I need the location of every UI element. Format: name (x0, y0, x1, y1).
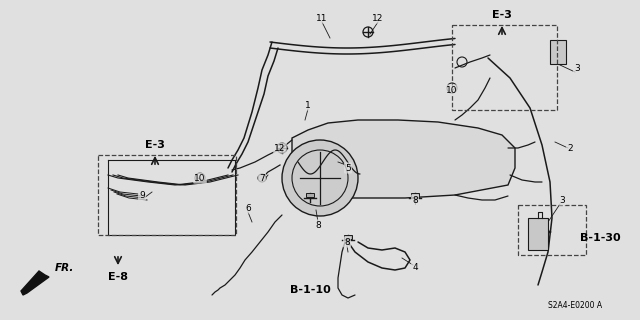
Text: 5: 5 (345, 164, 351, 172)
Text: E-3: E-3 (492, 10, 512, 20)
Text: 12: 12 (372, 13, 384, 22)
Text: 10: 10 (195, 173, 205, 182)
Bar (411, 193, 419, 197)
Text: 7: 7 (259, 173, 265, 182)
Polygon shape (21, 271, 49, 295)
Bar (452, 25, 557, 110)
Bar (528, 218, 548, 250)
Bar (98, 155, 236, 235)
Text: B-1-30: B-1-30 (580, 233, 621, 243)
Text: E-3: E-3 (145, 140, 165, 150)
Text: 3: 3 (574, 63, 580, 73)
Text: E-8: E-8 (108, 272, 128, 282)
Text: 8: 8 (315, 220, 321, 229)
Circle shape (282, 140, 358, 216)
Text: 3: 3 (559, 196, 565, 204)
Text: 9: 9 (139, 190, 145, 199)
Bar (306, 193, 314, 197)
Text: S2A4-E0200 A: S2A4-E0200 A (548, 301, 602, 310)
Text: 1: 1 (305, 100, 311, 109)
Polygon shape (292, 120, 515, 198)
Bar (550, 40, 566, 64)
Text: 6: 6 (245, 204, 251, 212)
Text: B-1-10: B-1-10 (290, 285, 330, 295)
Text: 8: 8 (344, 237, 350, 246)
Text: 12: 12 (275, 143, 285, 153)
Text: 11: 11 (316, 13, 328, 22)
Text: 8: 8 (412, 196, 418, 204)
Text: FR.: FR. (55, 263, 74, 273)
Bar (518, 205, 586, 255)
Bar (344, 235, 352, 239)
Text: 10: 10 (446, 85, 458, 94)
Circle shape (258, 174, 266, 182)
Text: 2: 2 (567, 143, 573, 153)
Text: 4: 4 (412, 263, 418, 273)
